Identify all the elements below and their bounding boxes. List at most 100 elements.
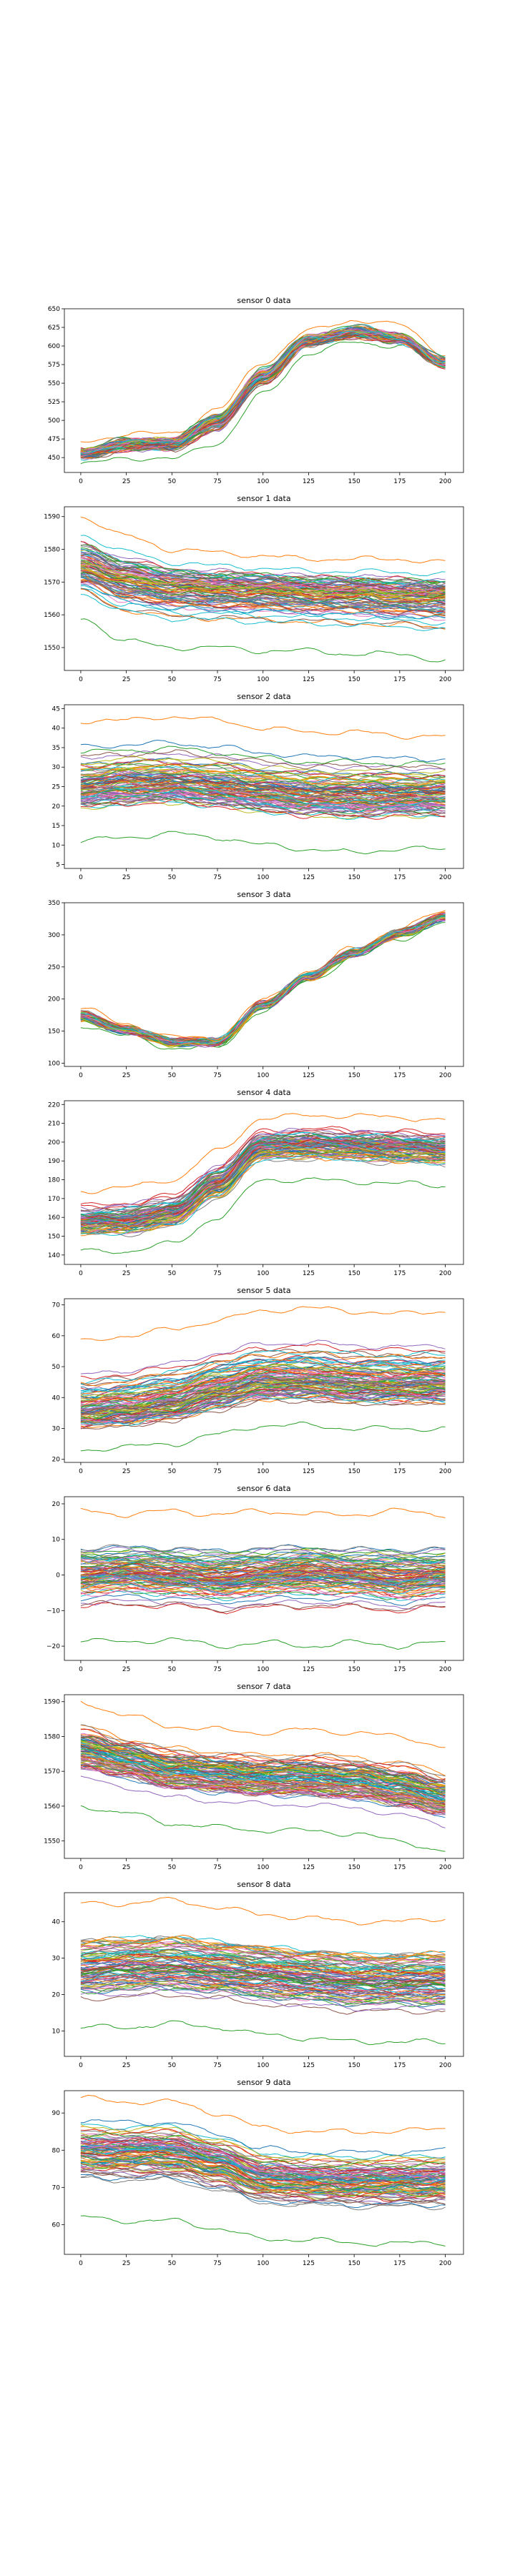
x-tick-label: 125	[303, 1468, 315, 1475]
series-line	[80, 1747, 446, 1800]
series-group	[80, 1306, 446, 1452]
x-tick-label: 150	[348, 874, 360, 881]
series-line	[80, 1973, 446, 1993]
series-line	[80, 327, 446, 453]
x-tick-label: 150	[348, 2062, 360, 2069]
plot-frame	[64, 1496, 464, 1661]
series-line	[80, 768, 446, 786]
series-line	[80, 334, 446, 456]
series-line	[80, 335, 446, 455]
series-line	[80, 1389, 446, 1424]
series-line	[80, 1154, 446, 1234]
series-line	[80, 2020, 446, 2046]
series-line	[80, 319, 446, 443]
x-tick-label: 50	[168, 676, 177, 683]
x-tick-label: 200	[439, 1270, 451, 1277]
series-line	[80, 774, 446, 793]
series-line	[80, 2156, 446, 2192]
y-tick-label: 500	[48, 417, 60, 425]
series-line	[80, 792, 446, 811]
y-tick-label: 1570	[44, 1768, 60, 1775]
x-tick-label: 100	[257, 874, 269, 881]
series-line	[80, 2132, 446, 2169]
series-line	[80, 1135, 446, 1219]
series-line	[80, 561, 446, 596]
series-line	[80, 561, 446, 595]
x-tick-label: 75	[213, 676, 221, 683]
y-tick-label: 150	[48, 1234, 60, 1241]
series-line	[80, 580, 446, 615]
chart-4: sensor 4 data 0 25 50 75 100 125 150 175 200 140 15…	[48, 1088, 464, 1277]
series-line	[80, 787, 446, 807]
series-line	[80, 1388, 446, 1420]
y-tick-label: 20	[52, 803, 61, 811]
series-line	[80, 1589, 446, 1602]
series-line	[80, 1142, 446, 1226]
series-line	[80, 2123, 446, 2160]
x-tick-label: 75	[213, 478, 221, 485]
chart-3: sensor 3 data 0 25 50 75 100 125 150 175 200 100 15…	[48, 890, 464, 1079]
series-line	[80, 583, 446, 620]
series-line	[80, 1546, 446, 1557]
series-line	[80, 764, 446, 784]
series-line	[80, 329, 446, 452]
y-tick-label: 550	[48, 380, 60, 387]
series-line	[80, 775, 446, 793]
chart-title: sensor 3 data	[237, 890, 290, 899]
series-line	[80, 1951, 446, 1973]
series-line	[80, 1992, 446, 2015]
x-tick-label: 0	[79, 1270, 83, 1277]
series-line	[80, 1397, 446, 1430]
y-tick-label: −10	[46, 1607, 60, 1615]
series-line	[80, 1507, 446, 1518]
series-line	[80, 1758, 446, 1810]
x-tick-label: 75	[213, 1270, 221, 1277]
y-tick-label: 30	[52, 1425, 61, 1432]
series-line	[80, 2171, 446, 2206]
series-line	[80, 1380, 446, 1418]
series-line	[80, 1805, 446, 1852]
x-tick-label: 150	[348, 676, 360, 683]
series-line	[80, 1555, 446, 1566]
x-tick-label: 0	[79, 2260, 83, 2267]
series-line	[80, 758, 446, 779]
y-tick-label: 25	[52, 784, 60, 791]
series-line	[80, 334, 446, 455]
series-line	[80, 1141, 446, 1224]
series-line	[80, 2167, 446, 2202]
series-line	[80, 332, 446, 457]
series-line	[80, 588, 446, 629]
y-tick-label: 475	[48, 436, 60, 443]
y-tick-label: 1590	[44, 1699, 60, 1706]
chart-title: sensor 6 data	[237, 1484, 290, 1493]
series-line	[80, 1582, 446, 1595]
series-line	[80, 331, 446, 453]
x-tick-label: 200	[439, 2260, 451, 2267]
series-line	[80, 331, 446, 455]
series-line	[80, 1980, 446, 2001]
x-tick-label: 0	[79, 1666, 83, 1673]
series-group	[80, 1507, 446, 1650]
y-tick-label: 160	[48, 1214, 60, 1222]
series-line	[80, 1973, 446, 1994]
series-line	[80, 916, 446, 1045]
series-line	[80, 1948, 446, 1971]
series-line	[80, 1983, 446, 2006]
y-tick-label: 200	[48, 996, 60, 1004]
series-line	[80, 330, 446, 455]
series-line	[80, 2168, 446, 2203]
series-line	[80, 1700, 446, 1748]
y-tick-label: 350	[48, 900, 60, 907]
series-line	[80, 580, 446, 615]
series-line	[80, 782, 446, 802]
series-line	[80, 329, 446, 456]
series-line	[80, 328, 446, 452]
series-line	[80, 331, 446, 457]
series-line	[80, 1587, 446, 1599]
y-tick-label: 45	[52, 705, 60, 713]
series-line	[80, 2146, 446, 2182]
y-tick-label: 200	[48, 1139, 60, 1146]
plot-frame	[64, 902, 464, 1067]
series-line	[80, 1360, 446, 1397]
